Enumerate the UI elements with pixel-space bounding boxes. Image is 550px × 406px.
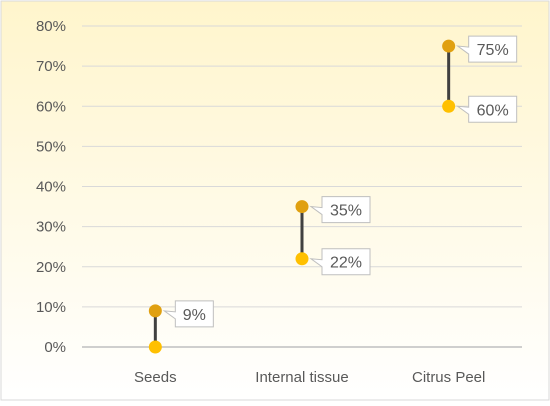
data-label-box: [455, 35, 518, 63]
x-tick-label: Internal tissue: [255, 369, 348, 386]
x-tick-label: Seeds: [134, 369, 177, 386]
data-label: 35%: [330, 203, 362, 220]
data-label: 75%: [477, 42, 509, 59]
y-tick-label: 40%: [36, 179, 66, 196]
x-tick-label: Citrus Peel: [412, 369, 485, 386]
y-tick-label: 30%: [36, 219, 66, 236]
y-tick-label: 80%: [36, 18, 66, 35]
data-label-box: [309, 196, 371, 224]
y-tick-label: 20%: [36, 259, 66, 276]
low-point: [442, 99, 456, 113]
y-tick-label: 60%: [36, 98, 66, 115]
y-tick-label: 70%: [36, 58, 66, 75]
low-point: [295, 252, 309, 266]
data-marks: [148, 39, 456, 354]
data-labels: 9% 22% 35% 60% 75%: [162, 35, 518, 328]
y-tick-label: 50%: [36, 138, 66, 155]
y-tick-label: 10%: [36, 299, 66, 316]
axes: 0% 10% 20% 30% 40% 50% 60% 70% 80% Seeds Internal …: [36, 18, 522, 386]
data-label: 9%: [183, 307, 206, 324]
data-label: 22%: [330, 255, 362, 272]
data-label: 60%: [477, 102, 509, 119]
high-point: [442, 39, 456, 53]
low-point: [148, 340, 162, 354]
data-label-box: [455, 95, 518, 123]
y-tick-label: 0%: [44, 339, 66, 356]
data-label-box: [309, 248, 371, 276]
high-point: [148, 304, 162, 318]
high-point: [295, 200, 309, 214]
data-label-box: [162, 300, 214, 328]
